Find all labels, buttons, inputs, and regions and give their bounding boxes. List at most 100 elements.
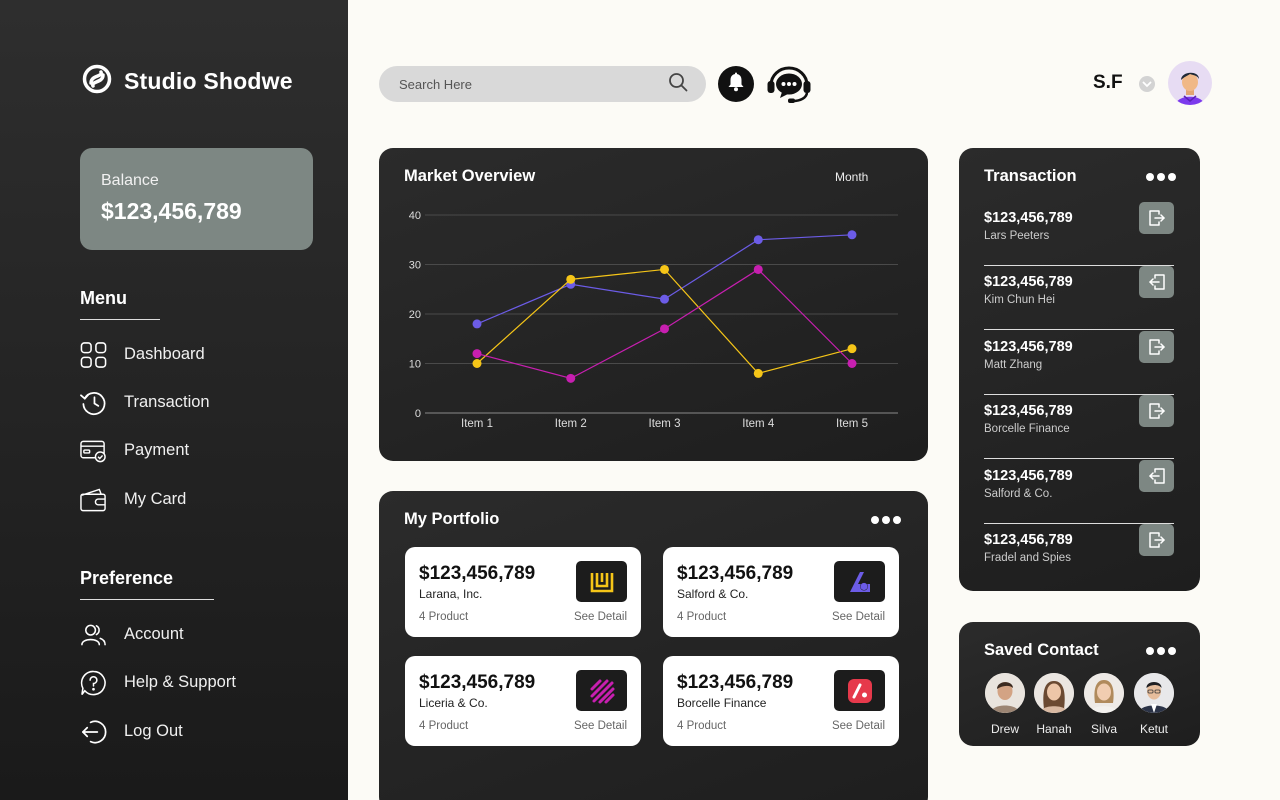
portfolio-amount: $123,456,789 <box>677 563 794 584</box>
user-initials[interactable]: S.F <box>1093 72 1123 93</box>
headset-chat-icon <box>766 66 812 108</box>
balance-card: Balance $123,456,789 <box>80 148 313 250</box>
export-icon[interactable] <box>1139 524 1174 556</box>
export-icon[interactable] <box>1139 331 1174 363</box>
sidebar-item-label: Help & Support <box>124 673 236 691</box>
transaction-row[interactable]: $123,456,789 Matt Zhang <box>984 331 1174 395</box>
x-tick-label: Item 3 <box>649 418 681 430</box>
larana-logo-icon <box>576 561 627 602</box>
transaction-more-button[interactable] <box>1146 173 1176 181</box>
sidebar-item-log-out[interactable]: Log Out <box>80 718 183 745</box>
history-icon <box>80 389 107 416</box>
transaction-row[interactable]: $123,456,789 Kim Chun Hei <box>984 266 1174 330</box>
contact-avatar <box>1084 673 1124 713</box>
balance-value: $123,456,789 <box>101 198 242 224</box>
saved-contact-title: Saved Contact <box>984 641 1099 659</box>
sidebar-item-label: Transaction <box>124 393 210 411</box>
portfolio-products: 4 Product <box>419 611 469 623</box>
data-point <box>472 359 482 368</box>
series-line <box>476 234 853 325</box>
user-menu-toggle[interactable] <box>1139 76 1155 92</box>
preference-title: Preference <box>80 568 214 600</box>
sidebar-item-transaction[interactable]: Transaction <box>80 389 210 416</box>
data-point <box>660 294 669 304</box>
data-point <box>753 264 763 274</box>
grid-icon <box>80 341 107 368</box>
transaction-row[interactable]: $123,456,789 Salford & Co. <box>984 460 1174 524</box>
transaction-amount: $123,456,789 <box>984 468 1073 484</box>
borcelle-logo-icon <box>834 670 885 711</box>
sidebar-item-payment[interactable]: Payment <box>80 437 189 464</box>
export-icon[interactable] <box>1139 395 1174 427</box>
data-point <box>847 344 857 354</box>
liceria-logo-icon <box>576 670 627 711</box>
contact-item[interactable]: Ketut <box>1129 673 1179 736</box>
import-icon[interactable] <box>1139 266 1174 298</box>
transaction-title: Transaction <box>984 167 1077 185</box>
transaction-row[interactable]: $123,456,789 Lars Peeters <box>984 202 1174 266</box>
help-icon <box>80 669 107 696</box>
chevron-down-icon <box>1142 75 1152 93</box>
data-point <box>660 264 669 274</box>
sidebar-item-label: Dashboard <box>124 345 205 363</box>
data-point <box>660 324 669 334</box>
portfolio-item[interactable]: $123,456,789 Salford & Co. 4 Product See… <box>663 547 899 637</box>
x-tick-label: Item 4 <box>742 418 775 430</box>
search-bar <box>379 66 706 102</box>
transaction-amount: $123,456,789 <box>984 339 1073 355</box>
transaction-amount: $123,456,789 <box>984 274 1073 290</box>
portfolio-item[interactable]: $123,456,789 Larana, Inc. 4 Product See … <box>405 547 641 637</box>
sidebar-item-help-support[interactable]: Help & Support <box>80 669 236 696</box>
sidebar-item-label: My Card <box>124 490 187 508</box>
users-icon <box>80 621 107 648</box>
contact-item[interactable]: Silva <box>1079 673 1129 736</box>
search-input[interactable] <box>399 76 639 92</box>
portfolio-amount: $123,456,789 <box>419 563 536 584</box>
transaction-row[interactable]: $123,456,789 Fradel and Spies <box>984 524 1174 588</box>
brand-name: Studio Shodwe <box>124 68 293 94</box>
portfolio-company: Larana, Inc. <box>419 587 483 601</box>
y-tick-label: 20 <box>409 309 421 321</box>
portfolio-more-button[interactable] <box>871 516 901 524</box>
portfolio-item[interactable]: $123,456,789 Borcelle Finance 4 Product … <box>663 656 899 746</box>
contact-item[interactable]: Hanah <box>1029 673 1079 736</box>
transaction-amount: $123,456,789 <box>984 403 1073 419</box>
saved-contact-more-button[interactable] <box>1146 647 1176 655</box>
sidebar: Studio Shodwe Balance $123,456,789 Menu … <box>0 0 348 800</box>
contact-name: Silva <box>1090 722 1117 736</box>
wallet-icon <box>80 486 107 513</box>
transaction-name: Kim Chun Hei <box>984 294 1055 306</box>
brand[interactable]: Studio Shodwe <box>82 64 293 99</box>
series-line <box>476 268 853 379</box>
portfolio-item[interactable]: $123,456,789 Liceria & Co. 4 Product See… <box>405 656 641 746</box>
contact-avatar <box>985 673 1025 713</box>
contact-item[interactable]: Drew <box>980 673 1030 736</box>
portfolio-company: Salford & Co. <box>677 587 749 601</box>
period-select[interactable]: Month <box>835 170 869 184</box>
data-point <box>847 230 857 240</box>
transaction-row[interactable]: $123,456,789 Borcelle Finance <box>984 395 1174 459</box>
contact-avatar <box>1034 673 1074 713</box>
sidebar-item-account[interactable]: Account <box>80 621 184 648</box>
user-avatar[interactable] <box>1168 61 1212 105</box>
export-icon[interactable] <box>1139 202 1174 234</box>
see-detail-link[interactable]: See Detail <box>831 611 885 623</box>
transaction-name: Salford & Co. <box>984 488 1053 500</box>
see-detail-link[interactable]: See Detail <box>573 720 627 732</box>
transaction-name: Lars Peeters <box>984 230 1050 242</box>
market-overview-title: Market Overview <box>404 167 536 185</box>
portfolio-company: Liceria & Co. <box>419 696 488 710</box>
contact-name: Ketut <box>1139 722 1169 736</box>
y-tick-label: 30 <box>409 260 421 272</box>
support-chat-button[interactable] <box>766 64 812 104</box>
sidebar-item-my-card[interactable]: My Card <box>80 486 186 513</box>
data-point <box>472 349 482 359</box>
import-icon[interactable] <box>1139 460 1174 492</box>
data-point <box>753 235 763 245</box>
sidebar-item-dashboard[interactable]: Dashboard <box>80 341 205 368</box>
see-detail-link[interactable]: See Detail <box>573 611 627 623</box>
search-icon[interactable] <box>668 72 688 97</box>
see-detail-link[interactable]: See Detail <box>831 720 885 732</box>
portfolio-amount: $123,456,789 <box>677 672 794 693</box>
notifications-button[interactable] <box>718 66 754 102</box>
